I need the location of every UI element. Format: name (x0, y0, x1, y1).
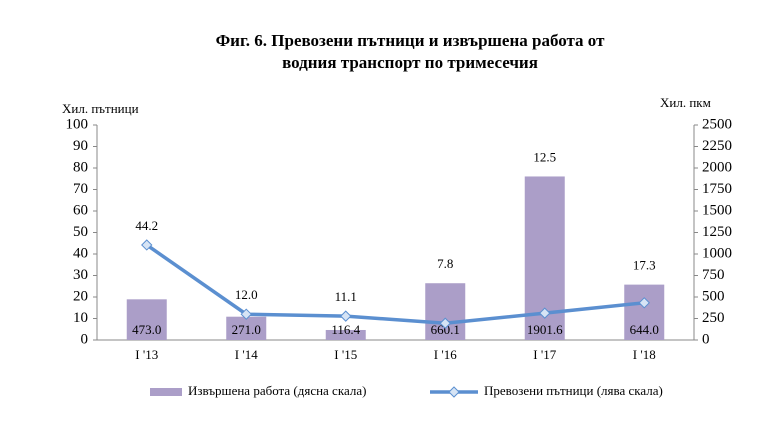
line-marker (340, 310, 352, 322)
y-tick-label: 100 (66, 116, 89, 132)
y2-tick-label: 2000 (702, 159, 732, 175)
x-tick-label: I '18 (633, 347, 656, 362)
y-tick-label: 90 (73, 138, 88, 154)
y2-tick-label: 1750 (702, 181, 732, 197)
bar-value-label: 473.0 (132, 322, 161, 337)
y-tick-label: 60 (73, 202, 88, 218)
y-tick-label: 80 (73, 159, 88, 175)
x-tick-label: I '16 (434, 347, 457, 362)
y-tick-label: 40 (73, 245, 88, 261)
legend-label: Превозени пътници (лява скала) (484, 383, 663, 398)
line-value-label: 12.5 (533, 149, 556, 164)
y2-tick-label: 1500 (702, 202, 732, 218)
line-marker (141, 239, 153, 251)
y2-tick-label: 0 (702, 331, 710, 347)
y2-tick-label: 1250 (702, 224, 732, 240)
y2-tick-label: 250 (702, 310, 725, 326)
y2-tick-label: 2500 (702, 116, 732, 132)
y-tick-label: 20 (73, 288, 88, 304)
line-marker (539, 307, 551, 319)
y-tick-label: 50 (73, 224, 88, 240)
bar (126, 299, 167, 340)
bar-value-label: 1901.6 (527, 322, 563, 337)
legend-swatch (150, 388, 182, 396)
bar (425, 283, 466, 340)
line-value-label: 44.2 (135, 218, 158, 233)
bar (226, 316, 267, 340)
line-marker (439, 317, 451, 329)
legend-label: Извършена работа (дясна скала) (188, 383, 366, 398)
y-tick-label: 30 (73, 267, 88, 283)
bar (624, 284, 665, 340)
line-value-label: 12.0 (235, 287, 258, 302)
x-tick-label: I '14 (235, 347, 258, 362)
bar-value-label: 116.4 (331, 322, 360, 337)
y-axis-title: Хил. пътници (62, 101, 139, 116)
bar-value-label: 644.0 (630, 322, 659, 337)
x-tick-label: I '17 (533, 347, 556, 362)
x-tick-label: I '15 (334, 347, 357, 362)
y-tick-label: 70 (73, 181, 88, 197)
y2-tick-label: 2250 (702, 138, 732, 154)
line-value-label: 11.1 (335, 289, 357, 304)
y-tick-label: 0 (81, 331, 89, 347)
y2-tick-label: 500 (702, 288, 725, 304)
y2-axis-title: Хил. пкм (660, 95, 711, 110)
y-tick-label: 10 (73, 310, 88, 326)
line-value-label: 7.8 (437, 256, 453, 271)
line-marker (240, 308, 252, 320)
line (145, 243, 645, 325)
bar (325, 329, 366, 340)
y2-tick-label: 1000 (702, 245, 732, 261)
bar-value-label: 660.1 (431, 322, 460, 337)
chart-title: водния транспорт по тримесечия (282, 53, 538, 72)
y2-tick-label: 750 (702, 267, 725, 283)
bar-value-label: 271.0 (232, 322, 261, 337)
line-marker (638, 297, 650, 309)
legend-swatch (448, 386, 460, 398)
line-value-label: 17.3 (633, 258, 656, 273)
x-tick-label: I '13 (135, 347, 158, 362)
chart-title: Фиг. 6. Превозени пътници и извършена ра… (216, 31, 606, 50)
